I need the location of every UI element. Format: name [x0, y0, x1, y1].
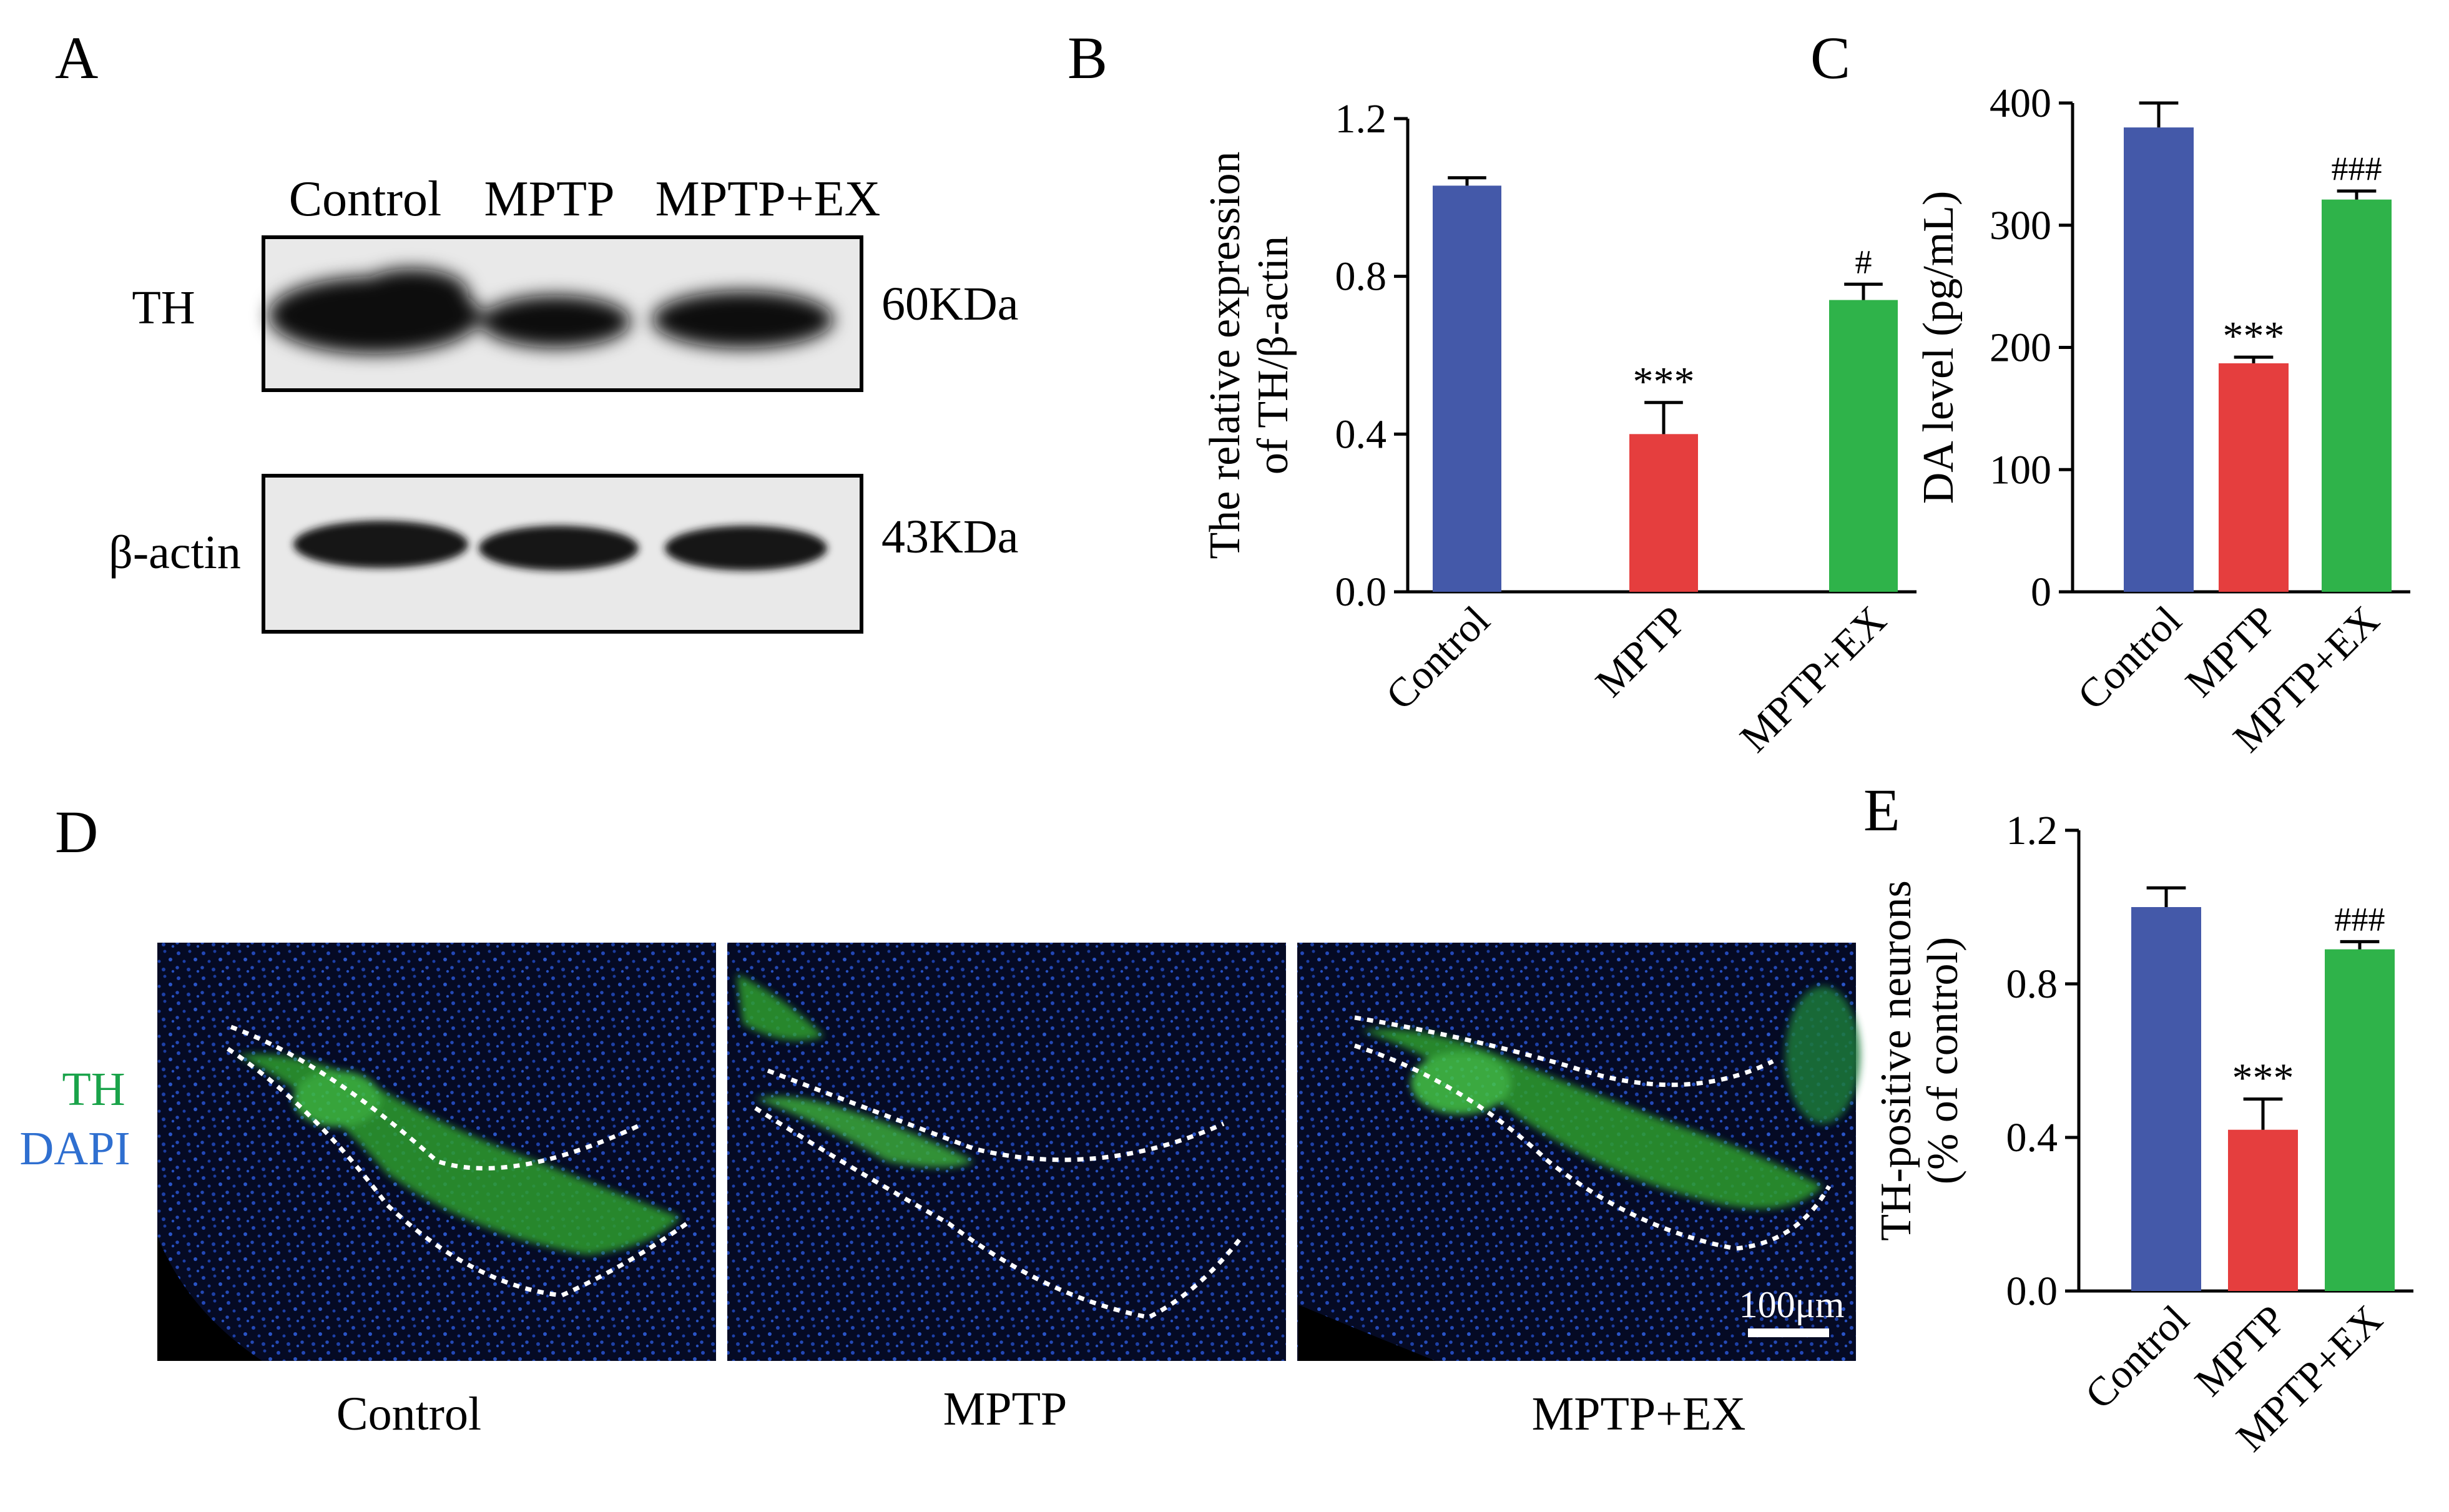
panel-c-letter: C: [1810, 24, 1850, 91]
bar-mptp-ex: [2322, 199, 2392, 592]
stain-label-th: TH: [62, 1063, 125, 1116]
x-category-label: Control: [2076, 1297, 2197, 1418]
blot-th-bands: [268, 268, 833, 354]
panel-d: D TH DAPI: [19, 798, 1860, 1440]
lane-label-control: Control: [289, 172, 441, 227]
y-axis-title-line2: of TH/β-actin: [1249, 236, 1297, 474]
y-tick-label: 0.4: [1335, 411, 1387, 457]
y-tick-label: 0: [2031, 569, 2051, 615]
condition-label-mptp-ex: MPTP+EX: [1532, 1388, 1746, 1440]
y-axis-title-line1: TH-positive neurons: [1872, 880, 1920, 1240]
y-axis-title: DA level (pg/mL): [1915, 191, 1963, 504]
bar-mptp: [1629, 434, 1698, 592]
lane-label-mptp: MPTP: [484, 172, 615, 227]
significance-marker: ###: [2332, 150, 2382, 187]
x-category-label: Control: [1377, 597, 1498, 719]
bar-mptp-ex: [2325, 949, 2395, 1291]
fluorescence-image-control: [157, 943, 716, 1361]
x-category-label: MPTP+EX: [1732, 597, 1895, 761]
significance-marker: ***: [2223, 313, 2285, 359]
y-tick-label: 1.2: [1335, 96, 1387, 142]
panel-d-letter: D: [55, 798, 98, 865]
blot-actin-protein-label: β-actin: [109, 526, 241, 579]
significance-marker: ***: [1633, 359, 1695, 405]
y-tick-label: 0.4: [2006, 1115, 2058, 1161]
fluorescence-image-mptp-ex: 100μm: [1297, 943, 1860, 1361]
blot-actin-bands: [293, 521, 827, 571]
scale-bar: [1748, 1328, 1829, 1337]
x-category-label: MPTP: [1587, 597, 1696, 706]
panel-a-letter: A: [55, 24, 98, 91]
y-tick-label: 0.0: [2006, 1269, 2058, 1314]
significance-marker: ***: [2232, 1056, 2294, 1101]
stain-label-dapi: DAPI: [19, 1122, 130, 1175]
bar-control: [1433, 185, 1501, 592]
panel-b-letter: B: [1067, 24, 1107, 91]
y-tick-label: 0.8: [1335, 254, 1387, 300]
y-tick-label: 100: [1990, 447, 2051, 493]
condition-label-control: Control: [336, 1388, 481, 1440]
bar-mptp: [2228, 1129, 2298, 1291]
scale-bar-label: 100μm: [1739, 1284, 1845, 1325]
y-tick-label: 300: [1990, 203, 2051, 248]
y-axis-title-line1: The relative expression: [1201, 151, 1249, 559]
bar-mptp: [2219, 363, 2289, 592]
region-outline-control: [230, 1024, 644, 1171]
bar-control: [2124, 127, 2194, 592]
condition-label-mptp: MPTP: [943, 1383, 1067, 1435]
panel-c-chart: C 0 100 200 300 400 DA level (pg/mL) Control ***…: [1810, 24, 2410, 761]
blot-th-size-label: 60KDa: [881, 278, 1019, 330]
panel-a: A Control MPTP MPTP+EX TH 60KDa β-actin …: [55, 24, 1019, 634]
y-tick-label: 0.8: [2006, 961, 2058, 1007]
panel-e-chart: E 0.0 0.4 0.8 1.2 TH-positive neurons(% of co…: [1863, 777, 2413, 1460]
lane-label-mptp-ex: MPTP+EX: [655, 172, 881, 227]
y-tick-label: 0.0: [1335, 569, 1387, 615]
bar-mptp-ex: [1829, 300, 1898, 592]
y-tick-label: 400: [1990, 81, 2051, 126]
y-tick-label: 200: [1990, 325, 2051, 371]
panel-e-letter: E: [1863, 777, 1900, 843]
y-axis-title-line2: (% of control): [1919, 937, 1967, 1185]
y-tick-label: 1.2: [2006, 808, 2058, 853]
panel-b-chart: B 0.0 0.4 0.8 1.2 The relative expression of T…: [1067, 24, 1917, 761]
x-category-label: Control: [2069, 597, 2190, 719]
significance-marker: ###: [2335, 900, 2385, 938]
significance-marker: #: [1855, 243, 1872, 280]
blot-actin-size-label: 43KDa: [881, 511, 1019, 563]
bar-control: [2131, 907, 2201, 1291]
blot-th-protein-label: TH: [132, 282, 195, 334]
fluorescence-image-mptp: [727, 943, 1286, 1361]
